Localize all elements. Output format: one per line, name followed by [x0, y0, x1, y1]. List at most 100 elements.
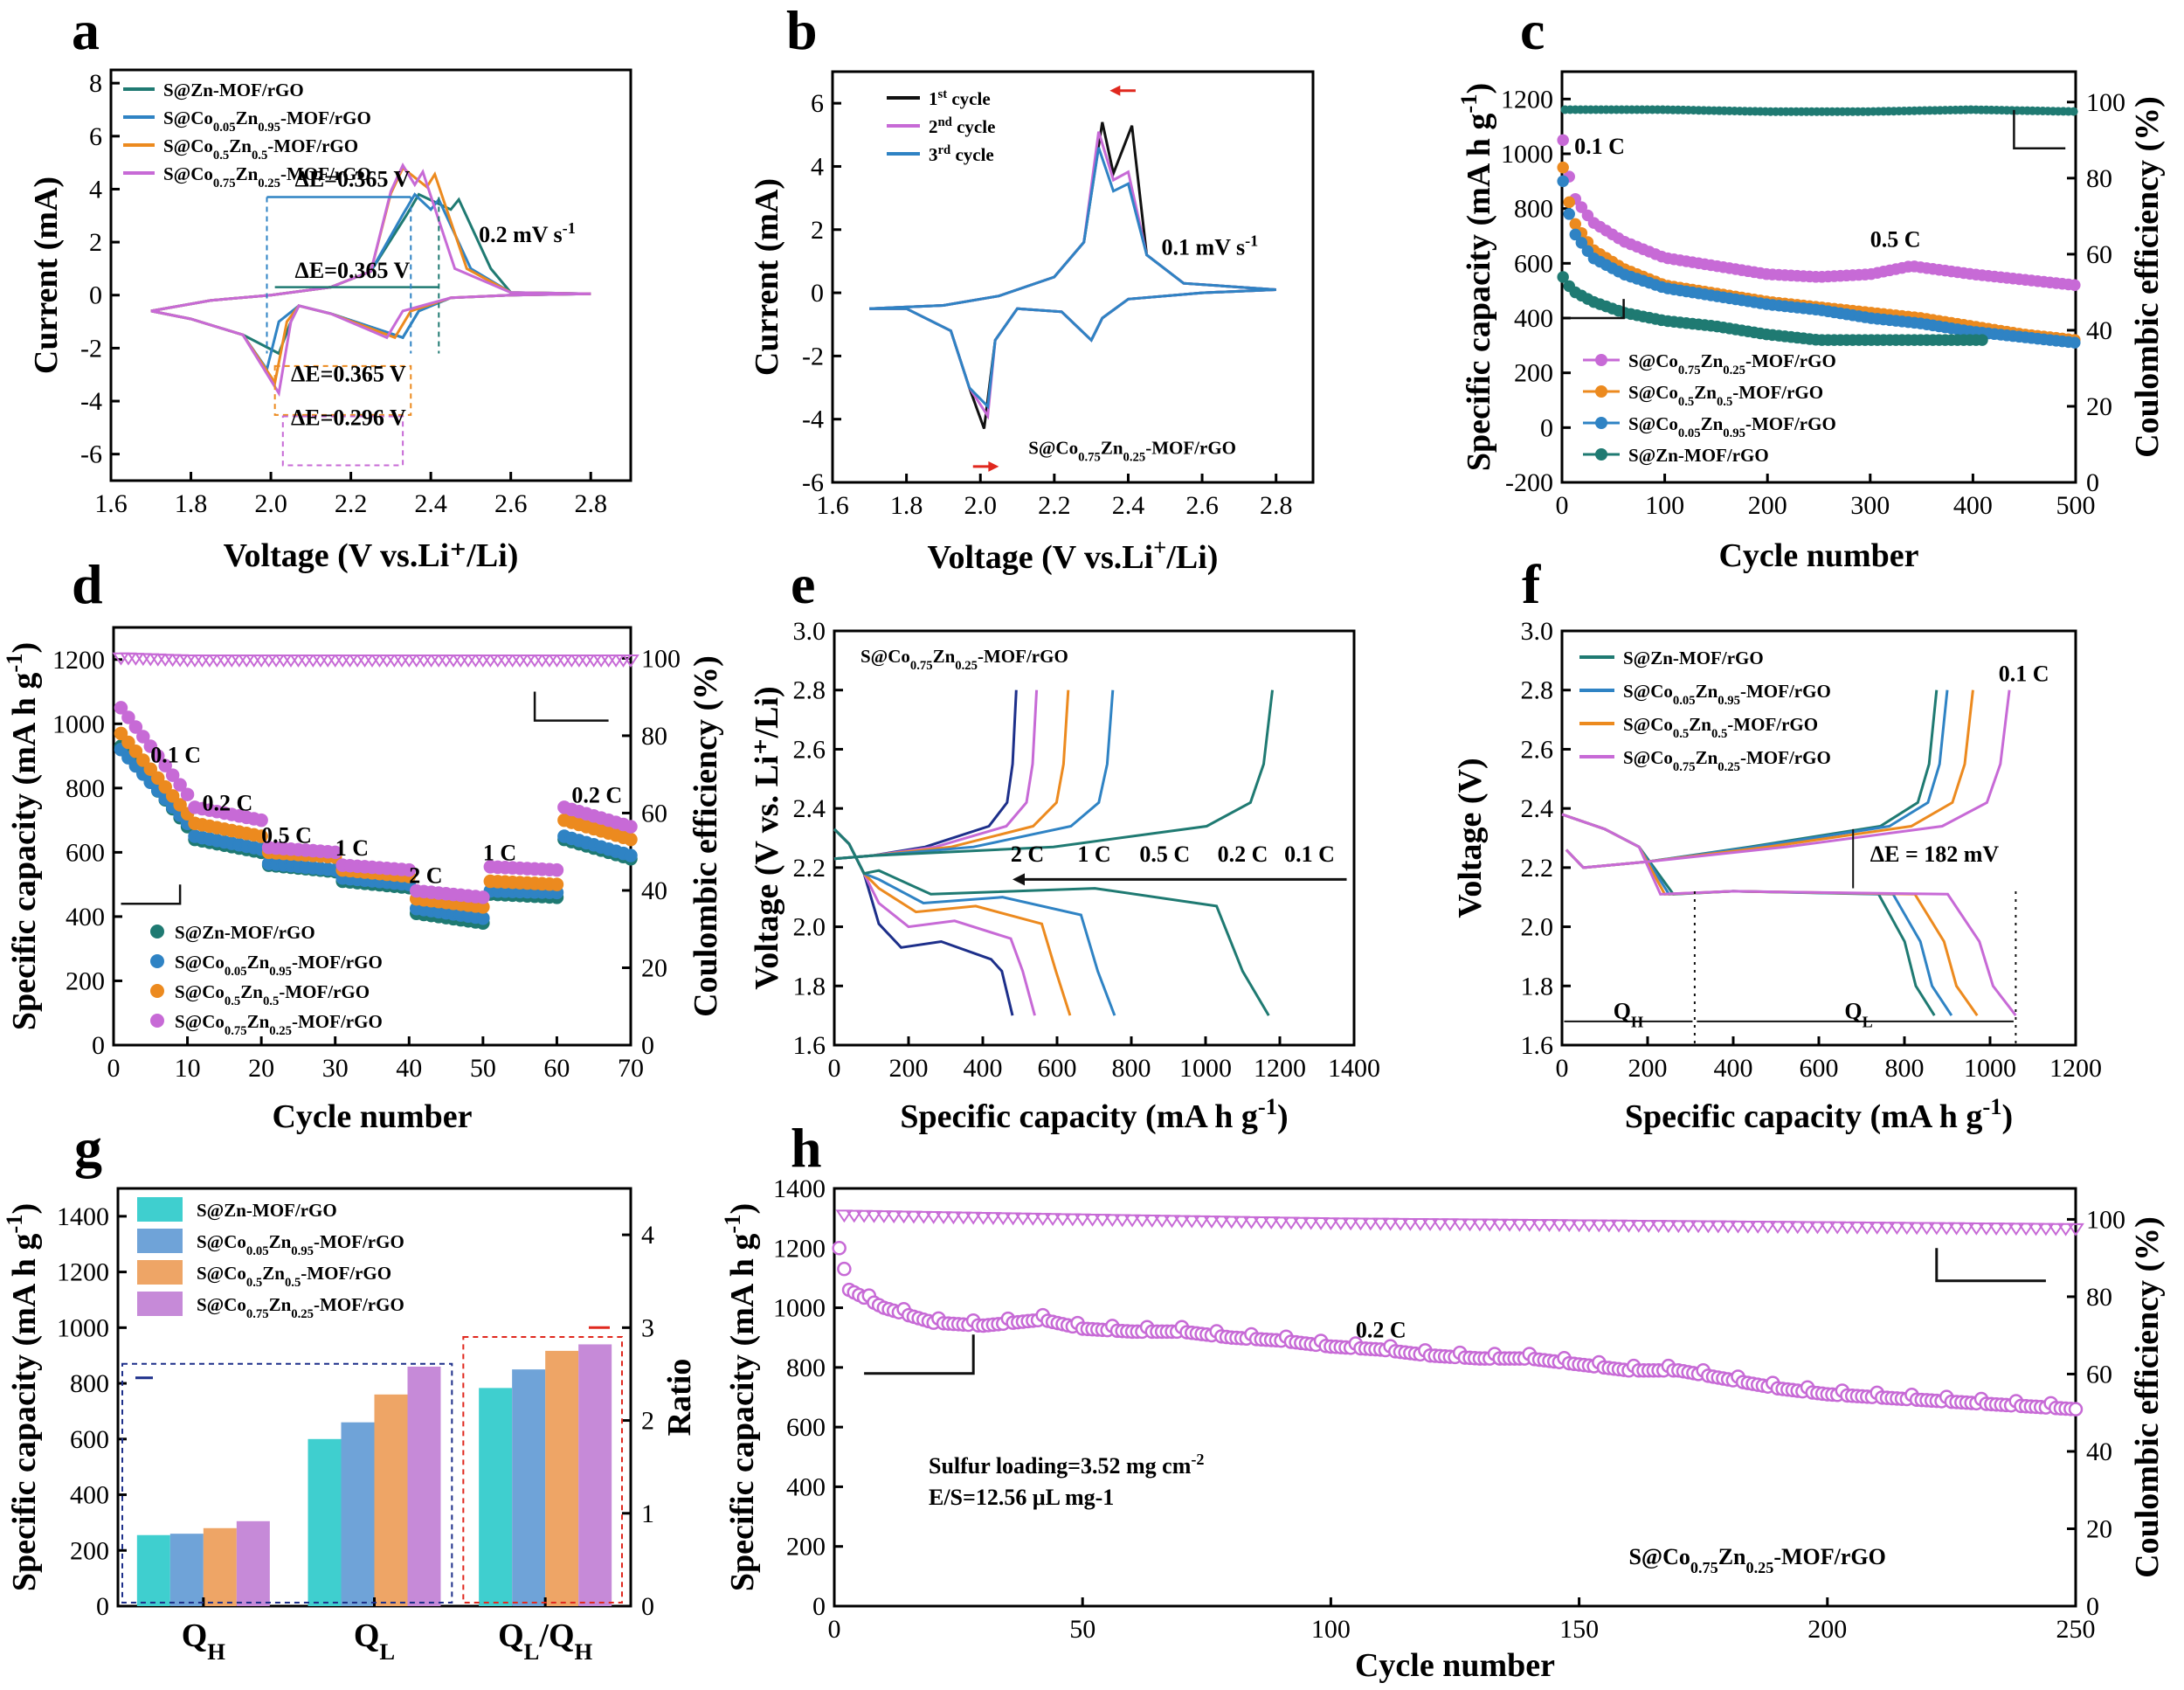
- capacity-marker: [180, 787, 195, 801]
- rate-label: 0.1 C: [150, 742, 201, 767]
- capacity-marker: [1569, 228, 1582, 241]
- x-tick-label: 20: [248, 1054, 274, 1083]
- bar: [407, 1366, 441, 1606]
- y2-tick-label: 0: [2086, 468, 2099, 497]
- x-tick-label: 2.4: [414, 489, 447, 518]
- ce-marker: [1292, 1216, 1310, 1230]
- capacity-marker: [173, 798, 187, 812]
- capacity-marker: [1569, 218, 1582, 231]
- x-tick-label: 400: [964, 1054, 1003, 1083]
- y-tick-label: 0: [812, 1592, 826, 1621]
- x-tick-label: 200: [889, 1054, 929, 1083]
- panel-label: g: [74, 1117, 102, 1179]
- x-tick-label: 200: [1807, 1615, 1847, 1644]
- ce-marker: [1342, 1217, 1360, 1231]
- capacity-marker: [402, 862, 417, 877]
- ce-marker: [1233, 1216, 1250, 1229]
- x-tick-label: 2.0: [964, 491, 997, 520]
- ce-marker: [985, 1212, 1002, 1225]
- cv-reduction-line: [869, 288, 1276, 430]
- ce-marker: [1550, 1219, 1568, 1233]
- panel-label: c: [1520, 0, 1545, 61]
- ce-marker: [622, 655, 639, 668]
- ce-marker: [1888, 1222, 1906, 1236]
- ce-marker: [2007, 1222, 2025, 1236]
- ce-marker: [845, 1209, 863, 1223]
- legend-swatch: [137, 1260, 183, 1285]
- ce-marker: [885, 1210, 903, 1224]
- x-tick-label: 500: [2056, 491, 2096, 520]
- x-tick-label: 200: [1628, 1054, 1668, 1083]
- delta-e-label: ΔE=0.365 V: [295, 258, 411, 283]
- x-tick-label: 1000: [1964, 1054, 2016, 1083]
- legend-label: S@Co0.05Zn0.95-MOF/rGO: [175, 952, 383, 979]
- y-tick-label: 800: [1514, 195, 1553, 224]
- capacity-marker: [165, 768, 180, 782]
- y-tick-label: 2.2: [793, 854, 826, 883]
- y2-tick-label: 3: [641, 1313, 654, 1342]
- capacity-marker: [624, 832, 638, 847]
- capacity-marker: [1976, 334, 1988, 346]
- rate-label: 0.5 C: [261, 822, 312, 848]
- sample-label: S@Co0.75Zn0.25-MOF/rGO: [860, 646, 1068, 673]
- y-tick-label: 200: [786, 1533, 826, 1562]
- x-tick-label: 200: [1748, 491, 1787, 520]
- y-tick-label: 400: [70, 1481, 109, 1510]
- ce-marker: [1660, 1220, 1677, 1234]
- x-tick-label: 800: [1885, 1054, 1925, 1083]
- sample-label: S@Co0.75Zn0.25-MOF/rGO: [1628, 1544, 1885, 1576]
- ce-marker: [1322, 1217, 1340, 1231]
- ce-marker: [944, 1211, 963, 1225]
- legend-label: S@Co0.5Zn0.5-MOF/rGO: [175, 981, 370, 1008]
- y2-tick-label: 40: [641, 876, 667, 905]
- legend-label: 3rd cycle: [929, 143, 994, 165]
- legend-marker: [1595, 417, 1607, 429]
- y-tick-label: 1.6: [793, 1031, 826, 1060]
- legend-label: S@Co0.75Zn0.25-MOF/rGO: [175, 1011, 383, 1038]
- y-tick-label: -2: [802, 342, 824, 371]
- ce-marker: [1192, 1215, 1211, 1229]
- ce-marker: [1054, 1213, 1072, 1227]
- capacity-marker: [624, 848, 638, 862]
- y-tick-label: 2: [811, 216, 824, 245]
- ce-marker: [1600, 1219, 1618, 1233]
- x-category-label: QH: [182, 1617, 226, 1665]
- bar: [236, 1520, 270, 1606]
- legend-marker: [1595, 385, 1607, 398]
- ce-marker: [1629, 1219, 1648, 1233]
- y2-tick-label: 20: [641, 953, 667, 982]
- x-tick-label: 50: [470, 1054, 496, 1083]
- ce-marker: [1331, 1217, 1350, 1231]
- x-tick-label: 2.8: [1260, 491, 1293, 520]
- plot-frame: [833, 629, 1356, 1047]
- capacity-marker: [173, 778, 187, 792]
- x-tick-label: 40: [396, 1054, 422, 1083]
- y2-tick-label: 1: [641, 1500, 654, 1528]
- ce-marker: [924, 1211, 943, 1224]
- legend-label: S@Co0.75Zn0.25-MOF/rGO: [163, 163, 371, 190]
- ce-marker: [1560, 1219, 1579, 1233]
- rate-label: 0.5 C: [1139, 842, 1190, 867]
- capacity-marker: [1557, 134, 1569, 147]
- ce-marker: [1481, 1218, 1499, 1232]
- y2-tick-label: 40: [2086, 1437, 2112, 1466]
- capacity-marker: [2069, 336, 2081, 349]
- y-tick-label: -4: [80, 387, 102, 416]
- ce-marker: [1033, 1213, 1052, 1226]
- ce-marker: [1997, 1222, 2015, 1236]
- x-tick-label: 0: [1556, 1054, 1569, 1083]
- x-tick-label: 300: [1850, 491, 1890, 520]
- y-tick-label: 2: [89, 228, 102, 257]
- y-tick-label: 2.0: [793, 913, 826, 942]
- rate-label: 1 C: [483, 841, 516, 866]
- ce-marker: [1431, 1218, 1449, 1232]
- ce-marker: [915, 1210, 933, 1224]
- y2-tick-label: 80: [641, 722, 667, 751]
- capacity-marker: [150, 749, 165, 763]
- y-tick-label: -2: [80, 334, 102, 363]
- ce-marker: [1451, 1218, 1469, 1232]
- y-axis-label: Specific capacity (mA h g-1): [1455, 83, 1497, 471]
- ce-marker: [2047, 1222, 2065, 1236]
- capacity-marker: [549, 877, 564, 891]
- axis-pointer-arrow: [533, 691, 609, 722]
